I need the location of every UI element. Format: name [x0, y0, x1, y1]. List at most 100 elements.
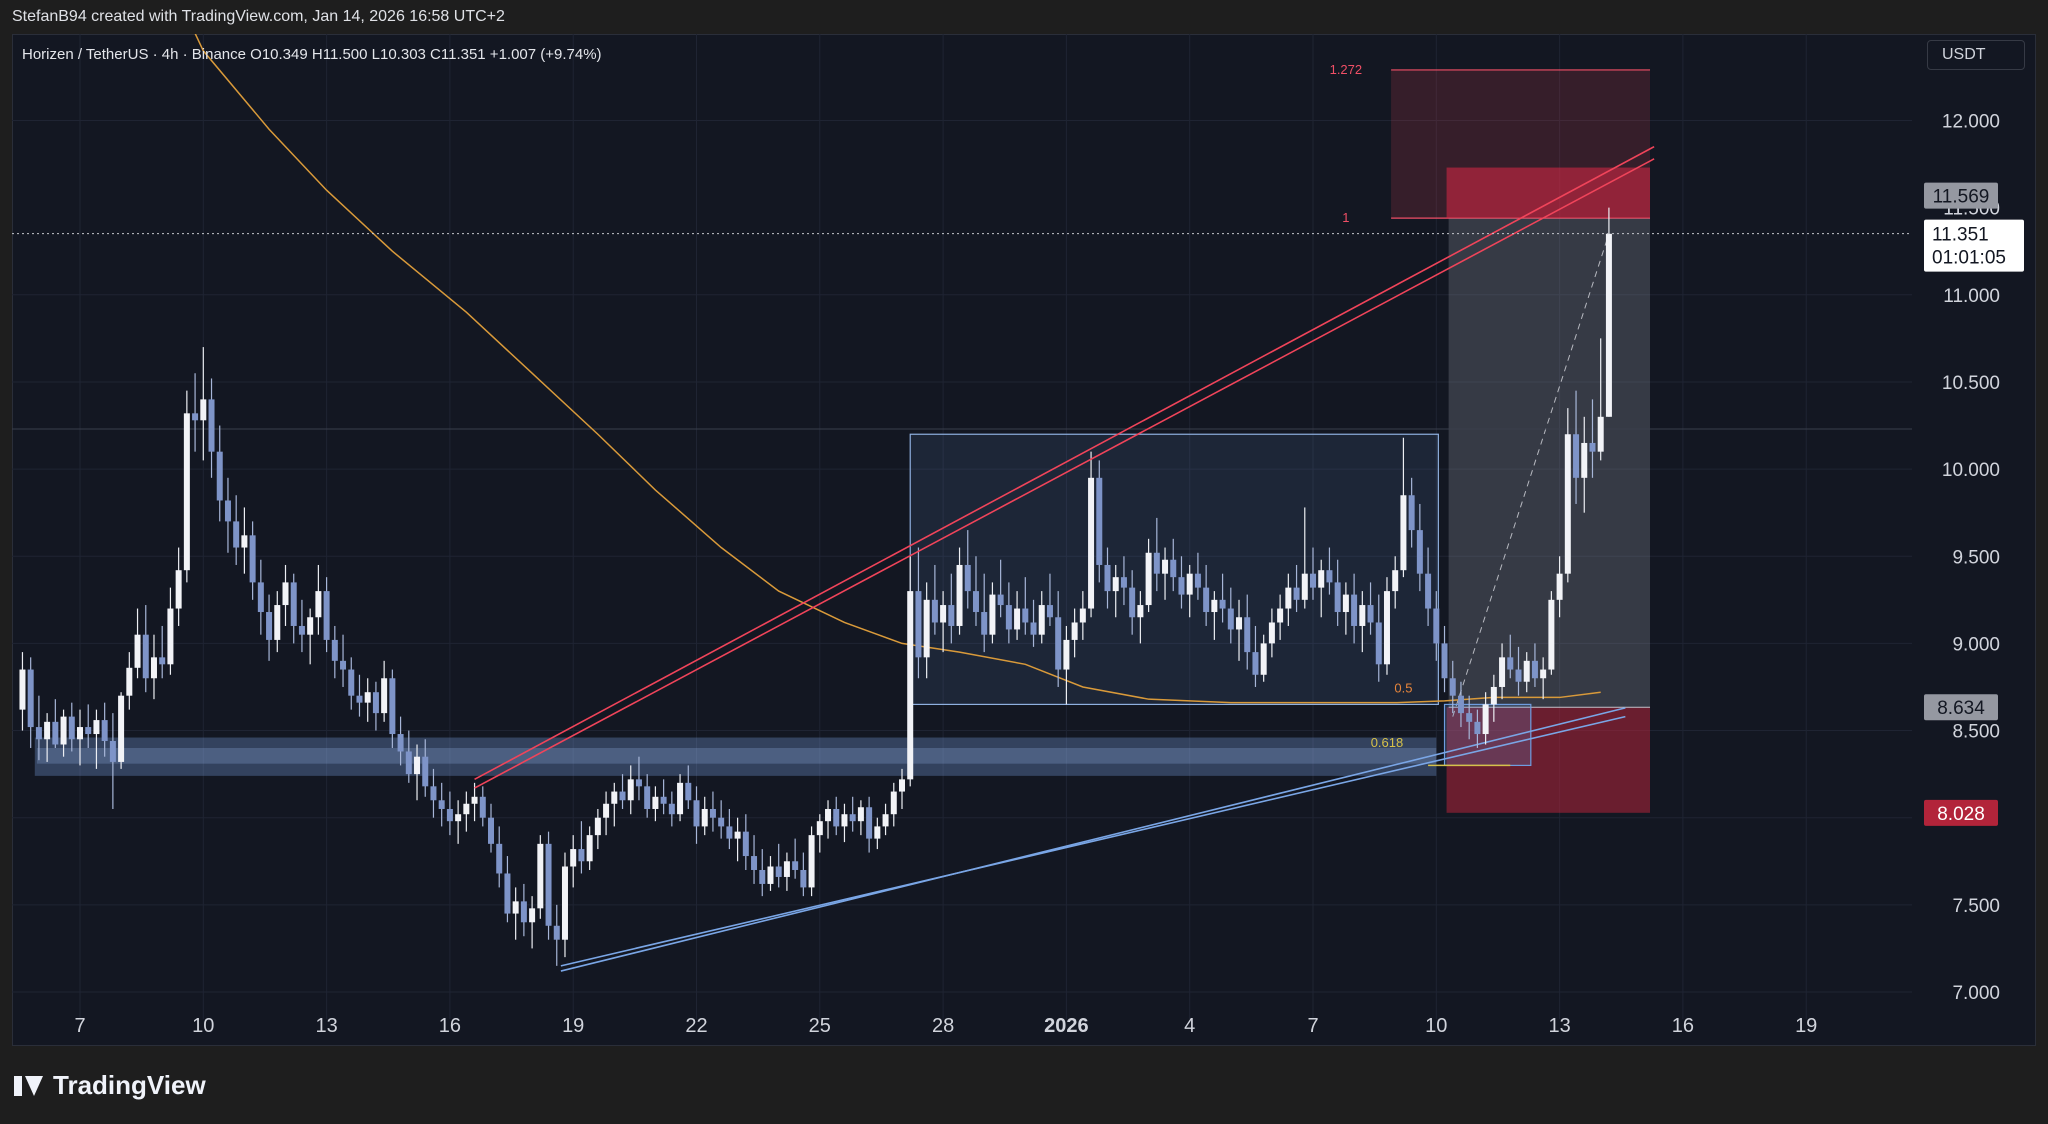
candle-body: [899, 779, 905, 792]
moving-average-line: [194, 34, 1601, 704]
candle-body: [488, 817, 494, 844]
fib-level-label: 1.272: [1330, 62, 1363, 77]
candle-body: [1605, 233, 1612, 417]
candle-body: [118, 695, 125, 762]
candle-body: [315, 591, 322, 618]
candle-body: [1523, 660, 1530, 682]
candle-body: [660, 796, 667, 804]
candle-body: [1162, 559, 1169, 574]
candle-body: [783, 861, 790, 877]
candle-body: [619, 791, 626, 801]
candle-body: [882, 814, 889, 827]
y-axis-tick-label: 9.000: [1952, 634, 2000, 655]
candle-body: [931, 599, 938, 623]
candle-body: [1022, 608, 1029, 623]
candle-body: [414, 756, 421, 775]
x-axis-tick-label: 13: [1548, 1015, 1570, 1037]
currency-button[interactable]: USDT: [1927, 40, 2025, 70]
candle-body: [257, 582, 264, 613]
candle-body: [356, 695, 363, 703]
candle-body: [455, 814, 462, 822]
candle-body: [825, 808, 832, 822]
candle-body: [964, 564, 971, 592]
candle-body: [1227, 608, 1234, 630]
candle-body: [389, 678, 396, 735]
candle-body: [1375, 622, 1382, 665]
price-chart[interactable]: 1.272 1 0.5 0.618 Horizen / TetherUS · 4h · …: [12, 34, 2036, 1046]
candle-body: [192, 413, 199, 421]
bar-countdown-label: 01:01:05: [1932, 248, 2006, 269]
candle-body: [1301, 573, 1308, 600]
x-axis-tick-label: 16: [439, 1015, 461, 1037]
candle-body: [68, 716, 75, 740]
candle-body: [915, 591, 922, 658]
candle-body: [751, 856, 758, 870]
candle-body: [685, 782, 692, 801]
candle-body: [570, 849, 577, 867]
candle-body: [331, 639, 338, 661]
fib-level-label: 0.618: [1371, 735, 1404, 750]
candle-body: [545, 843, 552, 926]
candle-body: [1548, 599, 1555, 670]
candle-body: [364, 692, 371, 703]
candle-body: [381, 678, 388, 714]
candle-body: [726, 826, 733, 839]
candle-body: [1474, 721, 1481, 735]
candle-body: [907, 591, 914, 780]
candle-body: [1540, 669, 1547, 679]
candle-body: [1137, 605, 1144, 618]
candle-body: [1005, 605, 1012, 630]
candle-body: [800, 869, 807, 888]
x-axis-tick-label: 13: [315, 1015, 337, 1037]
candle-body: [1383, 591, 1390, 665]
candle-body: [1203, 587, 1210, 613]
candle-body: [775, 866, 782, 877]
candle-body: [438, 800, 445, 809]
tradingview-brand[interactable]: TradingView: [14, 1070, 206, 1101]
chart-frame: [12, 34, 2036, 1046]
candle-body: [693, 800, 700, 827]
candle-body: [1186, 573, 1193, 595]
candle-body: [841, 814, 848, 827]
price-label-bg: [1924, 694, 1998, 721]
candle-body: [833, 808, 840, 827]
x-axis-tick-label: 19: [562, 1015, 584, 1037]
candle-body: [718, 817, 725, 827]
candle-body: [759, 869, 766, 884]
candle-body: [430, 786, 437, 801]
candle-body: [948, 605, 955, 626]
candle-body: [1466, 713, 1473, 722]
candle-body: [126, 667, 133, 696]
candle-body: [159, 657, 166, 665]
fib-level-label: 1: [1342, 210, 1349, 225]
candle-body: [101, 720, 108, 742]
candle-body: [1490, 686, 1497, 705]
x-axis-tick-label: 7: [1307, 1015, 1318, 1037]
candle-body: [1367, 605, 1374, 623]
candle-body: [603, 803, 610, 818]
candle-body: [463, 803, 470, 815]
candle-body: [60, 716, 67, 745]
candle-body: [323, 591, 330, 640]
candle-body: [956, 564, 963, 626]
position-stop-area: [1446, 707, 1651, 813]
demand-zone: [34, 737, 1437, 776]
candle-body: [35, 727, 42, 740]
candle-body: [496, 843, 503, 874]
fib-level-label: 0.5: [1394, 681, 1412, 696]
price-label-bg: [1924, 182, 1998, 209]
candle-body: [635, 779, 642, 787]
candle-body: [150, 657, 157, 679]
candle-body: [981, 612, 988, 635]
price-label: 8.634: [1937, 698, 1985, 719]
candle-body: [1499, 657, 1506, 687]
candle-body: [1589, 442, 1596, 452]
support-trendline: [560, 707, 1626, 972]
candle-body: [77, 727, 83, 740]
candle-body: [1104, 564, 1111, 592]
price-label: 11.569: [1933, 187, 1990, 208]
candle-body: [767, 866, 774, 884]
candle-body: [816, 821, 823, 836]
candle-body: [249, 535, 256, 583]
candle-body: [224, 500, 231, 522]
